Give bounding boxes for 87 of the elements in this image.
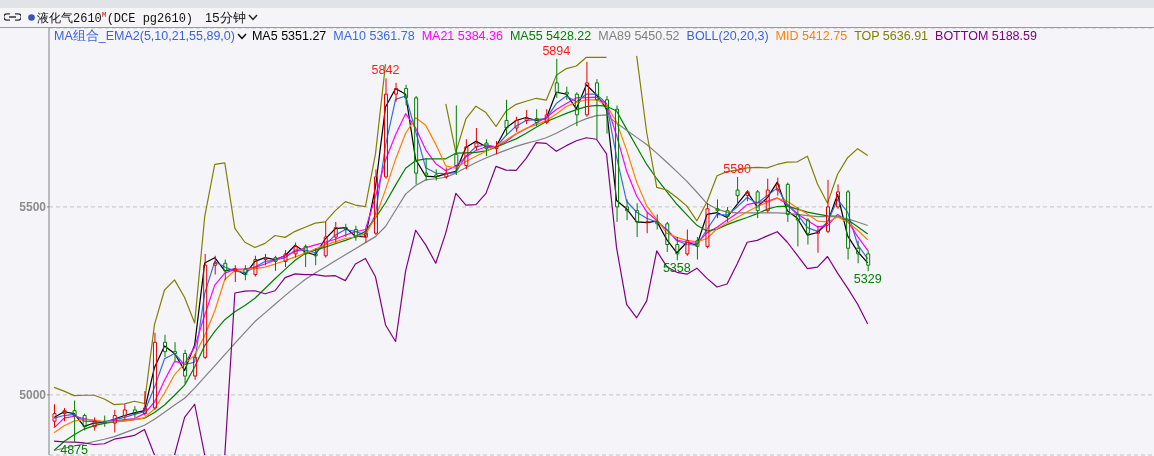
candlestick	[755, 189, 760, 219]
candlestick	[745, 189, 750, 202]
candlestick	[193, 353, 198, 381]
candlestick	[82, 413, 87, 432]
candlestick	[142, 390, 147, 417]
candlestick	[263, 253, 268, 266]
candlestick	[715, 198, 720, 219]
candlestick	[544, 108, 549, 125]
candlestick	[564, 86, 569, 101]
candlestick	[203, 253, 208, 360]
candlestick	[233, 264, 238, 283]
candlestick	[765, 178, 770, 214]
candlestick	[223, 259, 228, 281]
candlestick	[494, 140, 499, 155]
candlestick	[464, 138, 469, 170]
text: MA21 5384.36	[421, 29, 503, 44]
candlestick	[283, 249, 288, 268]
candlestick	[243, 264, 248, 281]
candlestick	[213, 255, 218, 276]
annotation: 5329	[853, 272, 882, 287]
candlestick	[635, 202, 640, 238]
candlestick	[856, 240, 861, 264]
candlestick	[92, 416, 97, 432]
text: TOP 5636.91	[854, 29, 929, 44]
annotation: 4875	[60, 442, 89, 456]
text: BOTTOM 5188.59	[935, 29, 1037, 44]
candlestick	[695, 236, 700, 261]
candlestick	[665, 221, 670, 253]
text: MA55 5428.22	[509, 29, 592, 44]
text: MA10 5361.78	[333, 29, 415, 44]
candlestick	[554, 58, 559, 99]
candlestick	[404, 84, 409, 106]
candlestick	[183, 349, 188, 385]
candlestick	[645, 212, 650, 234]
candlestick	[384, 77, 388, 180]
candlestick	[363, 228, 368, 244]
candlestick	[725, 206, 730, 223]
legend-title: MA组合_EMA2(5,10,21,55,89,0)	[54, 29, 235, 44]
legend-label: MA5 5351.27	[251, 29, 327, 44]
candlestick	[785, 181, 790, 223]
chart-subtitle: 15分钟	[205, 9, 246, 27]
candlestick	[685, 228, 690, 257]
candlestick	[152, 332, 157, 411]
candlestick	[112, 409, 117, 433]
candlestick	[62, 407, 67, 422]
candlestick	[353, 225, 358, 242]
candlestick	[735, 176, 740, 206]
candlestick	[534, 108, 539, 127]
candlestick	[333, 221, 338, 244]
text: MID 5412.75	[775, 29, 848, 44]
candlestick	[52, 403, 57, 428]
candlestick	[122, 403, 127, 420]
candlestick	[303, 244, 308, 268]
annotation: 5894	[542, 43, 571, 58]
candlestick	[72, 400, 77, 443]
candlestick	[373, 168, 378, 236]
candlestick	[805, 217, 810, 246]
candlestick	[514, 116, 519, 133]
candlestick	[253, 255, 258, 277]
candlestick	[132, 405, 137, 418]
candlestick	[323, 221, 328, 259]
candlestick	[484, 138, 489, 157]
candlestick	[293, 242, 298, 259]
candlestick	[655, 213, 660, 230]
y-tick-label: 5000	[19, 388, 47, 403]
candlestick	[504, 99, 509, 136]
annotation: BOLL(20,20,3)	[686, 29, 769, 44]
y-tick-label: 5500	[19, 200, 47, 215]
candlestick	[313, 247, 318, 266]
candlestick	[102, 415, 107, 428]
candlestick	[775, 177, 780, 197]
candlestick	[836, 183, 841, 210]
candlestick	[846, 189, 851, 261]
candlestick	[444, 166, 449, 180]
candlestick	[795, 206, 800, 247]
candlestick	[474, 127, 479, 152]
candlestick	[343, 223, 348, 238]
chart-title: 液化气2610$^{M}$(DCE pg2610)	[37, 9, 194, 27]
candlestick	[584, 61, 589, 118]
candlestick	[524, 109, 529, 125]
candlestick	[273, 255, 278, 272]
candlestick	[866, 249, 871, 272]
candlestick	[424, 157, 429, 182]
candlestick	[434, 168, 439, 182]
candlestick	[625, 198, 630, 221]
text: MA89 5450.52	[598, 29, 680, 44]
candlestick	[675, 236, 680, 261]
